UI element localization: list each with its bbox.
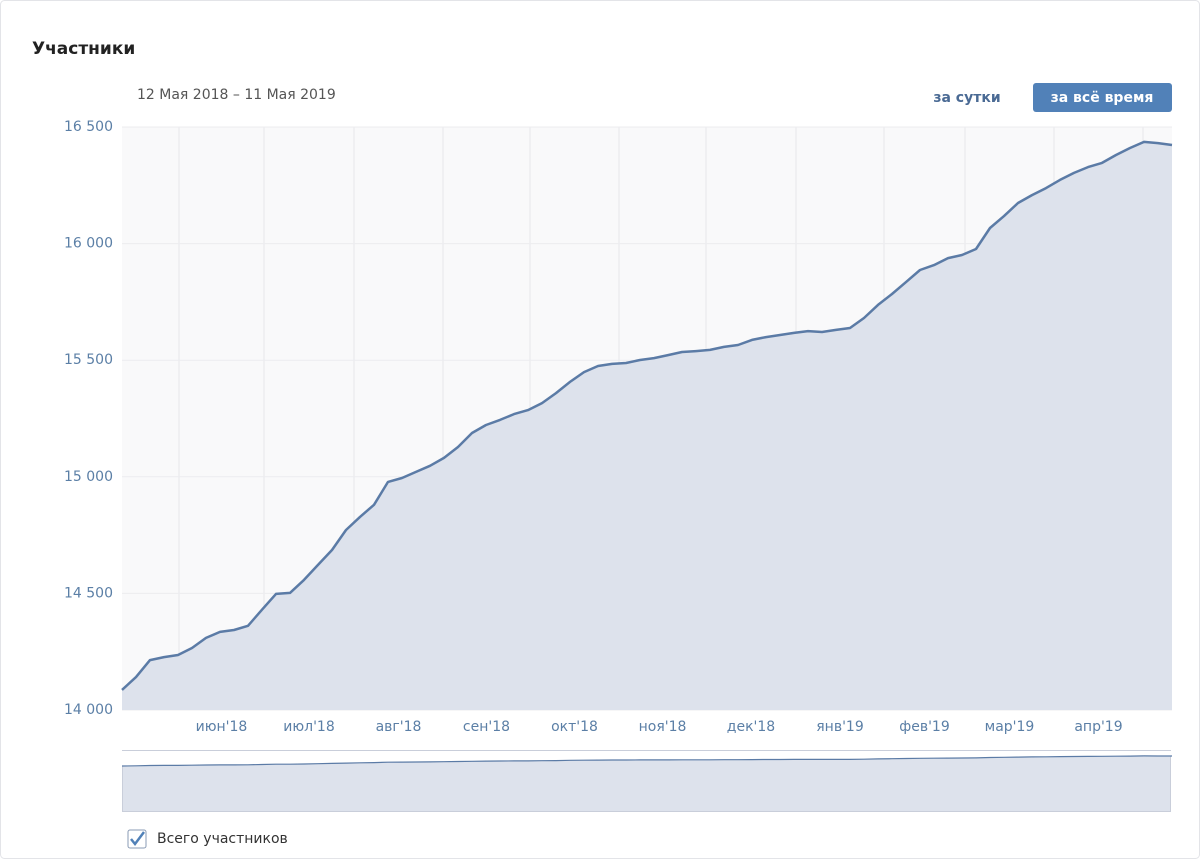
x-tick-label: авг'18 [376, 719, 422, 735]
y-tick-label: 16 000 [64, 236, 113, 252]
all-time-button-bg[interactable] [1033, 83, 1172, 112]
navigator-line [121, 755, 1172, 767]
x-tick-label: фев'19 [899, 719, 950, 735]
y-tick-label: 15 000 [64, 469, 113, 485]
x-tick-label: дек'18 [727, 719, 775, 735]
all-time-button[interactable]: за всё время [1051, 90, 1154, 106]
y-tick-label: 14 500 [64, 585, 113, 601]
x-tick-label: сен'18 [463, 719, 510, 735]
area [122, 141, 1172, 710]
date-range: 12 Мая 2018 – 11 Мая 2019 [137, 87, 336, 103]
x-tick-label: апр'19 [1074, 719, 1122, 735]
line [121, 140, 1173, 691]
x-tick-label: июл'18 [283, 719, 335, 735]
y-tick-label: 15 500 [64, 352, 113, 368]
checkbox-label[interactable]: Всего участников [157, 831, 288, 847]
x-tick-label: мар'19 [985, 719, 1035, 735]
y-tick-label: 16 500 [64, 119, 113, 135]
x-tick-label: окт'18 [551, 719, 598, 735]
x-tick-label: июн'18 [196, 719, 248, 735]
panel-title: Участники [32, 39, 135, 59]
checkmark [130, 831, 145, 847]
day-button[interactable]: за сутки [933, 90, 1000, 106]
x-tick-label: янв'19 [816, 719, 864, 735]
y-tick-label: 14 000 [64, 702, 113, 718]
x-tick-label: ноя'18 [639, 719, 687, 735]
